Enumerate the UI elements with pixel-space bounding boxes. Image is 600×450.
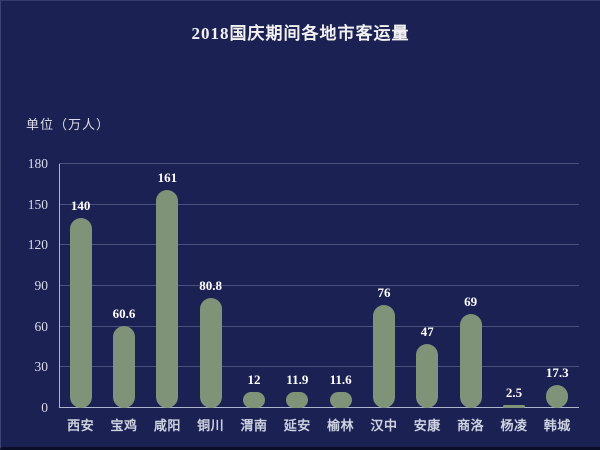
bar-value-label-渭南: 12 xyxy=(247,372,261,387)
y-tick-label-180: 180 xyxy=(27,156,48,171)
bar-value-label-商洛: 69 xyxy=(464,294,478,309)
x-category-label-杨凌: 杨凌 xyxy=(500,418,528,433)
bar-汉中 xyxy=(372,305,395,408)
bar-value-label-延安: 11.9 xyxy=(286,372,309,387)
y-tick-label-60: 60 xyxy=(34,319,49,334)
gridline-120 xyxy=(59,244,579,245)
x-category-label-商洛: 商洛 xyxy=(457,418,485,433)
bar-杨凌 xyxy=(502,405,525,408)
bar-value-label-铜川: 80.8 xyxy=(199,278,223,293)
gridline-30 xyxy=(59,366,579,367)
bar-group-榆林: 11.6 榆林 xyxy=(319,164,362,434)
bar-宝鸡 xyxy=(112,326,135,408)
bar-group-铜川: 80.8 铜川 xyxy=(189,164,232,434)
y-tick-label-30: 30 xyxy=(34,359,49,374)
bar-group-汉中: 76 汉中 xyxy=(362,164,405,434)
bar-value-label-西安: 140 xyxy=(70,198,91,213)
bar-group-咸阳: 161 咸阳 xyxy=(146,164,189,434)
bar-渭南 xyxy=(242,392,265,408)
bar-group-安康: 47 安康 xyxy=(406,164,449,434)
bar-韩城 xyxy=(546,385,569,408)
y-tick-label-90: 90 xyxy=(34,278,49,293)
bar-value-label-榆林: 11.6 xyxy=(329,372,352,387)
bar-group-商洛: 69 商洛 xyxy=(449,164,492,434)
bar-商洛 xyxy=(459,314,482,408)
bar-group-宝鸡: 60.6 宝鸡 xyxy=(102,164,145,434)
x-category-label-榆林: 榆林 xyxy=(327,418,355,433)
gridline-150 xyxy=(59,204,579,205)
x-category-label-韩城: 韩城 xyxy=(543,418,571,433)
y-axis-line xyxy=(59,164,60,408)
x-axis-line xyxy=(59,407,579,408)
bar-西安 xyxy=(69,218,92,408)
x-category-label-西安: 西安 xyxy=(67,418,95,433)
gridline-180 xyxy=(59,163,579,164)
bar-value-label-杨凌: 2.5 xyxy=(505,385,523,400)
x-category-label-咸阳: 咸阳 xyxy=(153,418,181,433)
gridline-60 xyxy=(59,326,579,327)
bar-group-韩城: 17.3 韩城 xyxy=(536,164,579,434)
bar-group-渭南: 12 渭南 xyxy=(232,164,275,434)
y-axis-unit-label: 单位（万人） xyxy=(26,117,111,132)
bar-value-label-汉中: 76 xyxy=(377,285,391,300)
bar-value-label-咸阳: 161 xyxy=(157,170,178,185)
bar-安康 xyxy=(416,344,439,408)
y-tick-label-0: 0 xyxy=(41,400,48,415)
bar-铜川 xyxy=(199,298,222,408)
y-tick-label-150: 150 xyxy=(27,197,48,212)
bar-series: 140 西安 60.6 宝鸡 161 咸阳 80.8 铜川 12 渭南 11.9 延安 11.6 榆林 76… xyxy=(59,164,579,434)
x-category-label-宝鸡: 宝鸡 xyxy=(110,418,138,433)
bar-延安 xyxy=(286,392,309,408)
bar-group-延安: 11.9 延安 xyxy=(276,164,319,434)
x-category-label-铜川: 铜川 xyxy=(197,418,225,433)
x-category-label-汉中: 汉中 xyxy=(370,418,398,433)
x-category-label-渭南: 渭南 xyxy=(240,418,268,433)
bar-榆林 xyxy=(329,392,352,408)
bar-group-杨凌: 2.5 杨凌 xyxy=(492,164,535,434)
bar-value-label-宝鸡: 60.6 xyxy=(112,306,136,321)
gridline-90 xyxy=(59,285,579,286)
y-tick-label-120: 120 xyxy=(27,237,48,252)
plot-area: 0 30 60 90 120 150 180 140 西安 60.6 宝鸡 161 咸阳 80.8 铜川 1… xyxy=(28,157,579,434)
x-category-label-延安: 延安 xyxy=(283,418,311,433)
bar-value-label-韩城: 17.3 xyxy=(545,365,569,380)
bar-group-西安: 140 西安 xyxy=(59,164,102,434)
bar-value-label-安康: 47 xyxy=(420,324,434,339)
x-category-label-安康: 安康 xyxy=(413,418,441,433)
bar-咸阳 xyxy=(156,190,179,408)
chart-title: 2018国庆期间各地市客运量 xyxy=(191,24,410,43)
